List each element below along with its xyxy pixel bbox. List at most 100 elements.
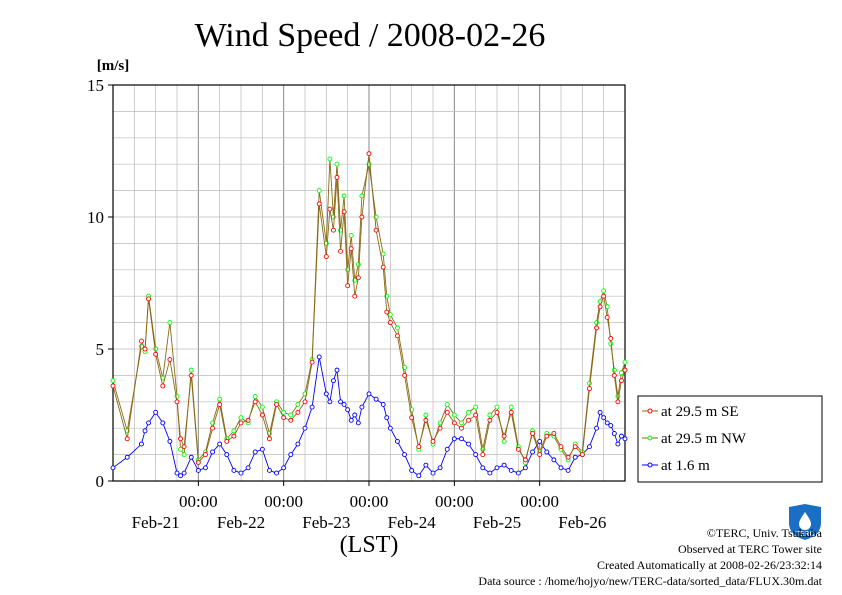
data-point (544, 433, 550, 439)
legend-label: at 29.5 m SE (661, 404, 739, 420)
data-point (341, 209, 347, 215)
data-point (327, 156, 333, 162)
data-point (188, 454, 194, 460)
data-point (394, 333, 400, 339)
data-point (601, 288, 607, 294)
data-point (288, 452, 294, 458)
data-point (174, 399, 180, 405)
data-point (345, 283, 351, 289)
data-point (384, 309, 390, 315)
data-point (466, 417, 472, 423)
data-point (352, 293, 358, 299)
data-point (380, 251, 386, 257)
data-point (245, 417, 251, 423)
logo-text: TERC (795, 531, 814, 538)
time-tick-label: 00:00 (435, 492, 474, 511)
terc-logo: TERC (789, 504, 821, 540)
data-point (238, 415, 244, 421)
credit-observed: Observed at TERC Tower site (677, 542, 822, 556)
y-tick-label: 15 (87, 76, 104, 95)
data-point (586, 380, 592, 386)
data-point (217, 396, 223, 402)
data-point (345, 407, 351, 413)
data-point (608, 423, 614, 429)
data-point (124, 454, 130, 460)
data-point (430, 438, 436, 444)
data-point (416, 444, 422, 450)
data-point (334, 174, 340, 180)
data-point (338, 399, 344, 405)
credit-data-source: Data source : /home/hojyo/new/TERC-data/… (478, 574, 822, 588)
data-point (444, 401, 450, 407)
data-point (558, 465, 564, 471)
chart-title: Wind Speed / 2008-02-26 (195, 17, 546, 54)
data-point (618, 433, 624, 439)
credit-copyright: ©TERC, Univ. Tsukuba (706, 526, 822, 540)
data-point (359, 214, 365, 220)
data-point (210, 425, 216, 431)
data-point (274, 470, 280, 476)
legend-label: at 29.5 m NW (661, 431, 747, 447)
data-point (473, 404, 479, 410)
data-point (451, 412, 457, 418)
y-axis-unit: [m/s] (97, 58, 130, 74)
data-point (341, 193, 347, 199)
data-point (451, 420, 457, 426)
data-point (544, 449, 550, 455)
date-label: Feb-22 (217, 513, 265, 532)
series-0 (110, 151, 628, 465)
data-point (409, 415, 415, 421)
data-point (437, 465, 443, 471)
data-point (515, 470, 521, 476)
data-point (594, 425, 600, 431)
data-point (494, 465, 500, 471)
credits-block: ©TERC, Univ. Tsukuba Observed at TERC To… (478, 525, 822, 589)
data-point (178, 473, 184, 479)
data-point (174, 470, 180, 476)
data-point (359, 404, 365, 410)
data-point (323, 391, 329, 397)
data-point (259, 412, 265, 418)
date-label: Feb-21 (132, 513, 180, 532)
data-point (259, 404, 265, 410)
data-point (444, 409, 450, 415)
data-point (252, 449, 258, 455)
data-point (295, 401, 301, 407)
data-point (217, 441, 223, 447)
data-point (124, 436, 130, 442)
data-point (224, 452, 230, 458)
data-point (530, 449, 536, 455)
data-point (288, 417, 294, 423)
data-point (231, 467, 237, 473)
data-point (494, 409, 500, 415)
data-point (142, 428, 148, 434)
data-point (142, 346, 148, 352)
data-point (138, 338, 144, 344)
date-label: Feb-26 (558, 513, 606, 532)
data-point (202, 452, 208, 458)
legend-box (637, 395, 823, 483)
data-point (252, 394, 258, 399)
data-point (355, 275, 361, 281)
data-point (348, 233, 354, 238)
time-tick-label: 00:00 (264, 492, 303, 511)
data-point (394, 438, 400, 444)
data-point (618, 378, 624, 384)
data-point (160, 420, 166, 426)
data-point (402, 452, 408, 458)
data-point (597, 304, 603, 310)
data-point (402, 372, 408, 378)
data-point (330, 378, 336, 384)
data-point (181, 452, 187, 458)
data-point (622, 367, 628, 373)
data-point (466, 409, 472, 415)
data-point (373, 396, 379, 402)
x-axis: 00:00 00:00 00:00 00:00 00:00 Feb-21 Feb-22 Feb… (132, 481, 606, 532)
data-point (334, 161, 340, 167)
date-label: Feb-24 (388, 513, 437, 532)
data-point (494, 404, 500, 410)
data-point (522, 465, 528, 471)
data-point (327, 206, 333, 212)
data-point (423, 412, 429, 418)
data-point (466, 441, 472, 447)
